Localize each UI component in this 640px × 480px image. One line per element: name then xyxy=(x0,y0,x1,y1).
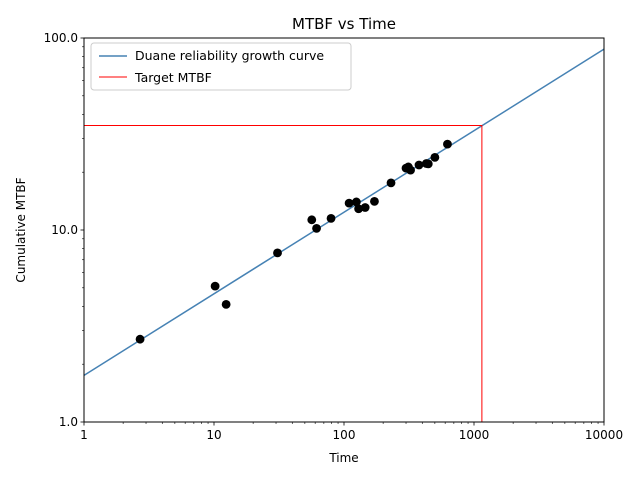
legend: Duane reliability growth curve Target MT… xyxy=(90,42,352,91)
x-tick-label: 100 xyxy=(333,428,356,442)
data-point xyxy=(326,213,336,223)
y-tick-label: 100.0 xyxy=(44,31,78,45)
data-point xyxy=(423,159,433,169)
plot-area xyxy=(84,48,604,422)
data-point xyxy=(406,165,415,175)
data-point xyxy=(370,196,379,206)
legend-box xyxy=(90,42,352,91)
x-tick-label: 1000 xyxy=(459,428,490,442)
data-point xyxy=(354,204,363,214)
data-point xyxy=(307,215,317,225)
axis-ticks: 1 10 100 1000 10000 1.0 10.0 100.0 xyxy=(44,31,623,442)
x-tick-label: 1 xyxy=(80,428,88,442)
legend-label-target-mtbf: Target MTBF xyxy=(134,70,212,85)
axes-frame xyxy=(83,37,605,423)
x-axis-label: Time xyxy=(328,451,358,465)
x-tick-label: 10000 xyxy=(585,428,623,442)
y-axis-label: Cumulative MTBF xyxy=(14,177,28,282)
data-point xyxy=(430,152,440,162)
data-point xyxy=(351,197,361,207)
data-point xyxy=(360,203,370,212)
y-tick-label: 10.0 xyxy=(51,223,78,237)
data-point xyxy=(344,198,354,208)
x-tick-label: 10 xyxy=(206,428,221,442)
duane-curve-line xyxy=(84,48,604,376)
data-point xyxy=(210,281,220,291)
target-mtbf-line xyxy=(84,125,483,422)
data-point xyxy=(135,334,145,344)
chart-title: MTBF vs Time xyxy=(292,15,396,33)
data-point xyxy=(414,160,424,170)
data-point xyxy=(312,223,321,233)
legend-label-duane-curve: Duane reliability growth curve xyxy=(135,48,324,63)
data-point xyxy=(273,248,282,258)
y-tick-label: 1.0 xyxy=(59,415,78,429)
data-point xyxy=(443,139,452,149)
data-point xyxy=(221,299,231,309)
data-point xyxy=(386,178,396,188)
